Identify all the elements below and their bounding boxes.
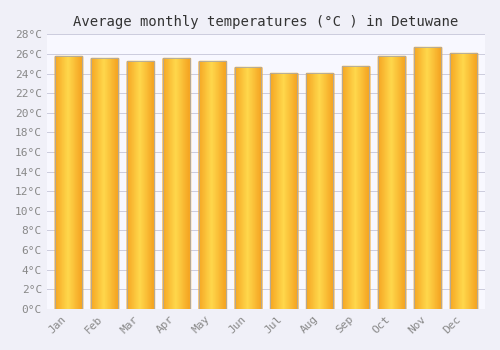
Bar — [162, 58, 190, 309]
Title: Average monthly temperatures (°C ) in Detuwane: Average monthly temperatures (°C ) in De… — [74, 15, 458, 29]
Bar — [306, 72, 334, 309]
Bar — [270, 72, 297, 309]
Bar — [342, 66, 369, 309]
Bar — [378, 56, 405, 309]
Bar — [55, 56, 82, 309]
Bar — [234, 67, 262, 309]
Bar — [91, 58, 118, 309]
Bar — [198, 61, 226, 309]
Bar — [127, 61, 154, 309]
Bar — [450, 53, 477, 309]
Bar — [414, 47, 441, 309]
